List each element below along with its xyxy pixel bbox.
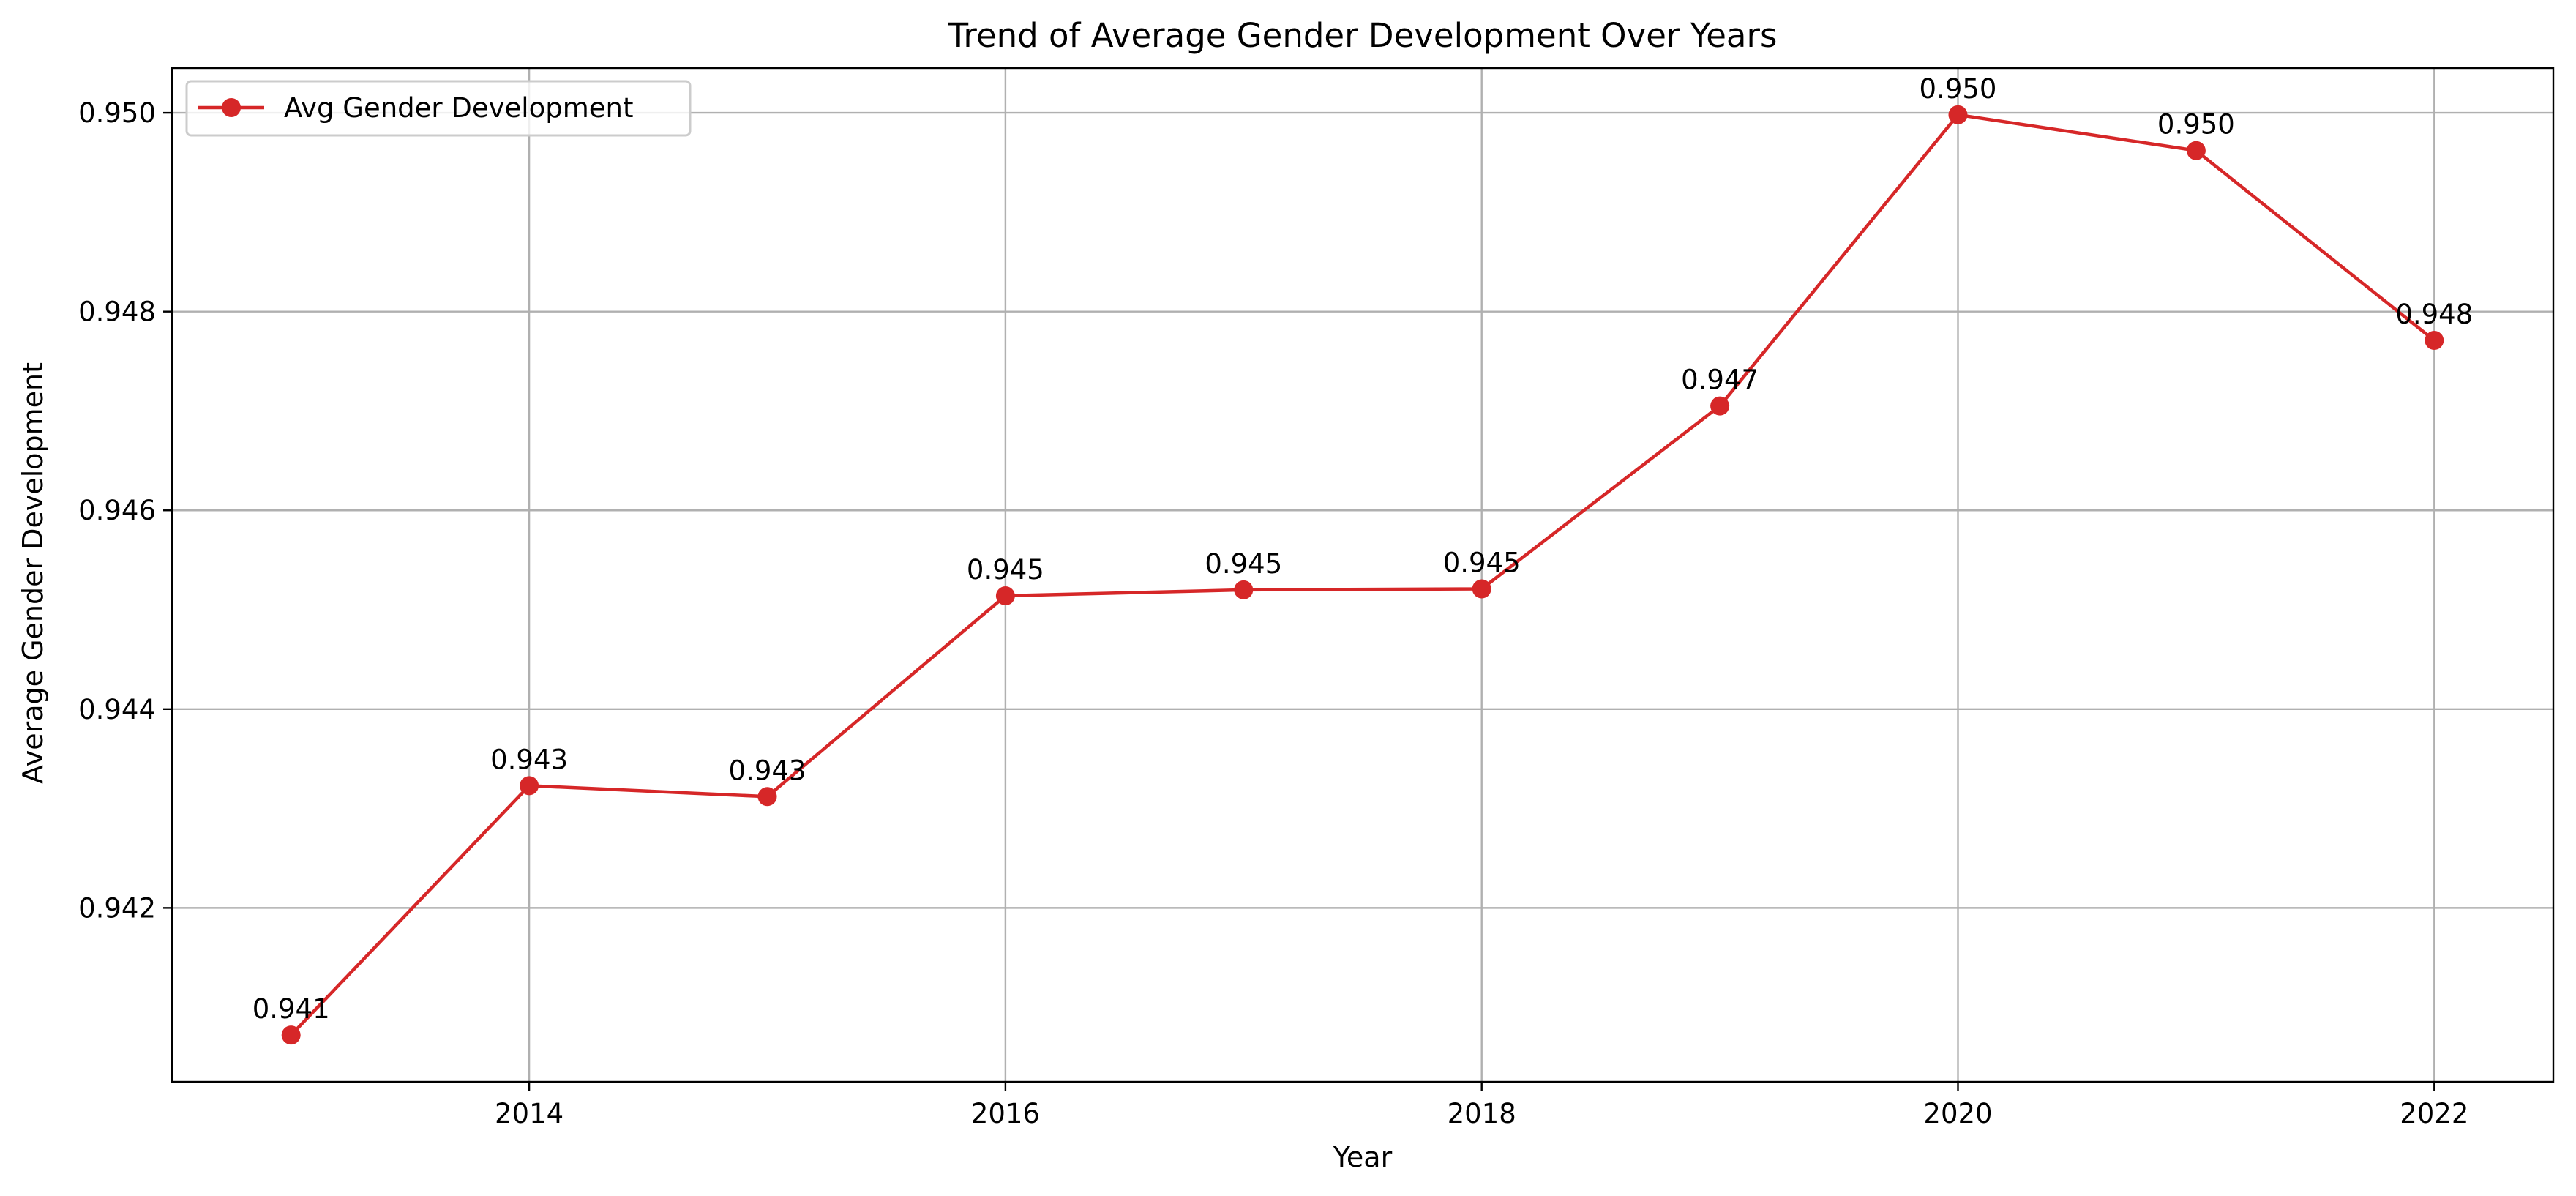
data-label: 0.947 [1681,365,1759,396]
axes: 2014 2016 2018 2020 2022 0.942 0.944 0.946 0.948… [78,67,2555,1129]
plot-frame [171,67,2555,1083]
x-axis-label: Year [1333,1141,1393,1173]
data-label: 0.943 [490,744,568,775]
y-axis-label: Average Gender Development [17,362,49,784]
y-tick-label: 0.942 [78,892,156,924]
data-point [2425,331,2444,351]
data-point [520,776,539,796]
x-tick-label: 2014 [495,1098,564,1129]
data-label: 0.945 [967,554,1044,586]
legend-box [185,80,692,137]
data-point [281,1025,301,1045]
data-point [1234,580,1254,599]
x-tick-label: 2020 [1923,1098,1992,1129]
data-label: 0.948 [2395,299,2473,330]
data-label: 0.945 [1205,548,1282,580]
data-point [757,787,777,807]
y-tick-label: 0.948 [78,296,156,328]
legend-label: Avg Gender Development [284,92,633,124]
data-label: 0.950 [2157,109,2235,141]
data-labels: 0.941 0.943 0.943 0.945 0.945 0.945 0.947 0.950… [252,73,2474,1025]
data-label: 0.950 [1920,73,1997,105]
grid [172,68,2553,1082]
y-tick-label: 0.944 [78,694,156,725]
series-line [290,113,2435,1036]
y-tick-label: 0.950 [78,97,156,129]
x-tick-label: 2016 [971,1098,1040,1129]
legend: Avg Gender Development [185,80,692,137]
data-point [1948,105,1968,124]
data-label: 0.943 [729,755,806,786]
chart-title: Trend of Average Gender Development Over… [948,16,1778,55]
series-layer [281,105,2444,1045]
x-tick-label: 2022 [2400,1098,2468,1129]
data-point [2186,141,2206,160]
x-tick-label: 2018 [1448,1098,1516,1129]
data-label: 0.945 [1443,547,1521,579]
data-point [995,586,1015,606]
y-tick-label: 0.946 [78,495,156,526]
data-label: 0.941 [252,993,330,1025]
data-point [1472,579,1491,599]
data-point [1710,396,1730,416]
legend-marker [222,98,241,117]
